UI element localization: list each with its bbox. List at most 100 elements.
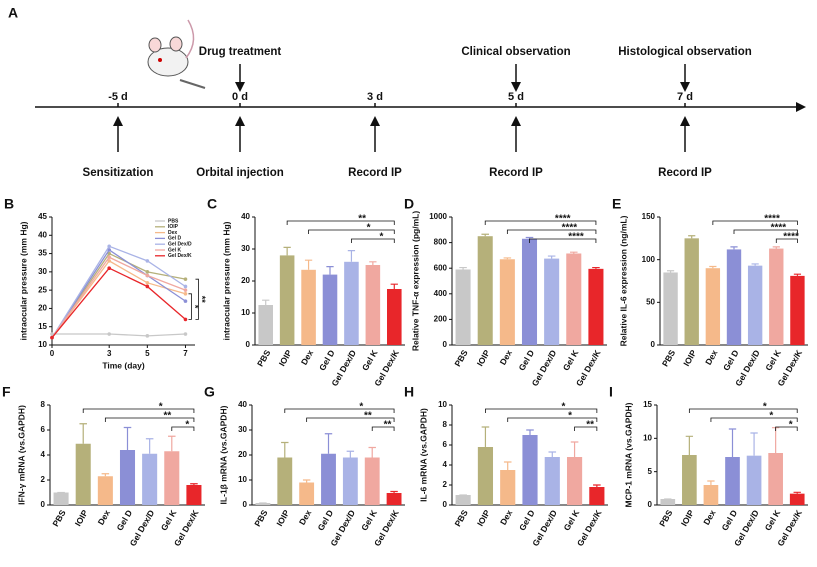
event-label: Orbital injection xyxy=(196,167,284,179)
legend-label: Dex xyxy=(168,230,177,236)
significance-bracket xyxy=(710,417,798,422)
down-arrowhead xyxy=(511,82,521,92)
bar xyxy=(477,447,494,505)
significance-bracket xyxy=(308,229,395,234)
bar xyxy=(342,457,358,505)
significance-label: * xyxy=(379,232,383,243)
y-axis-label: IL-1β mRNA (vs.GAPDH) xyxy=(218,405,228,504)
significance-bracket xyxy=(171,426,195,431)
x-tick-label: Dex xyxy=(297,508,314,527)
x-tick-label: PBS xyxy=(50,508,68,528)
bar xyxy=(455,269,471,345)
bar xyxy=(703,485,719,505)
significance-bracket xyxy=(712,220,798,225)
error-bar xyxy=(570,251,578,254)
y-tick-label: 30 xyxy=(238,425,247,434)
down-arrowhead xyxy=(235,82,245,92)
panel-label: C xyxy=(207,196,217,212)
significance-bracket xyxy=(507,417,598,422)
significance-label: * xyxy=(190,305,200,309)
data-point xyxy=(145,273,150,278)
bar xyxy=(499,259,515,345)
significance-label: * xyxy=(159,402,163,413)
y-axis-label: intraocular pressure (mm Hg) xyxy=(221,221,231,340)
significance-bracket xyxy=(574,426,598,431)
data-point xyxy=(145,270,150,274)
significance-bracket xyxy=(351,238,395,243)
timeline-arrowhead xyxy=(796,102,806,112)
bar xyxy=(365,265,381,345)
event-label: Sensitization xyxy=(83,167,154,179)
data-point xyxy=(145,334,150,338)
legend-label: Gel Dex/K xyxy=(168,253,192,259)
bar xyxy=(301,269,316,345)
error-bar xyxy=(772,246,780,249)
up-arrowhead xyxy=(113,116,123,126)
bar xyxy=(747,265,763,345)
significance-bracket xyxy=(104,417,195,422)
x-tick-label: 5 xyxy=(145,349,150,358)
x-tick-label: PBS xyxy=(252,508,270,528)
y-tick-label: 20 xyxy=(241,276,250,285)
bar xyxy=(589,487,605,505)
x-tick-label: PBS xyxy=(452,508,470,528)
significance-label: ** xyxy=(163,411,171,422)
error-bar xyxy=(503,257,512,260)
error-bar xyxy=(101,473,110,477)
significance-label: ** xyxy=(197,296,207,304)
error-bar xyxy=(304,259,313,270)
bar xyxy=(789,493,805,505)
y-tick-label: 4 xyxy=(41,450,46,459)
data-point xyxy=(107,266,111,271)
bar xyxy=(544,258,560,345)
significance-label: * xyxy=(763,402,767,413)
significance-bracket xyxy=(188,293,192,320)
y-tick-label: 0 xyxy=(41,500,46,509)
data-point xyxy=(107,259,111,263)
error-bar xyxy=(793,491,801,494)
data-point xyxy=(107,244,111,249)
y-tick-label: 5 xyxy=(648,467,653,476)
error-bar xyxy=(346,450,355,458)
data-point xyxy=(183,317,188,322)
y-tick-label: 15 xyxy=(38,322,47,331)
data-point xyxy=(145,259,150,263)
y-tick-label: 0 xyxy=(651,340,656,349)
y-tick-label: 30 xyxy=(241,244,250,253)
y-axis-label: MCP-1 mRNA (vs.GAPDH) xyxy=(623,402,633,507)
error-bar xyxy=(481,426,490,447)
day-label: 0 d xyxy=(232,91,248,103)
data-point xyxy=(50,332,54,336)
error-bar xyxy=(793,273,802,276)
y-axis-label: Relative IL-6 expression (ng/mL) xyxy=(618,215,628,346)
x-tick-label: Dex xyxy=(96,508,113,527)
significance-bracket xyxy=(306,417,395,422)
significance-bracket xyxy=(485,408,598,413)
x-tick-label: Gel D xyxy=(517,508,537,532)
significance-label: * xyxy=(185,420,189,431)
x-tick-label: Gel K xyxy=(360,347,380,372)
y-tick-label: 200 xyxy=(434,315,448,324)
panel-label: D xyxy=(404,196,414,212)
x-tick-label: Gel K xyxy=(359,507,379,532)
data-point xyxy=(107,332,111,336)
x-tick-label: Gel K xyxy=(561,347,581,372)
error-bar xyxy=(190,483,198,485)
error-bar xyxy=(326,266,334,275)
y-tick-label: 10 xyxy=(38,340,47,349)
x-tick-label: Gel D xyxy=(315,508,335,532)
x-tick-label: PBS xyxy=(452,348,470,368)
y-tick-label: 10 xyxy=(241,308,250,317)
x-tick-label: Dex xyxy=(701,508,718,527)
error-bar xyxy=(570,441,579,457)
data-point xyxy=(183,288,188,292)
x-tick-label: Gel K xyxy=(763,507,783,532)
x-tick-label: IOIP xyxy=(475,348,492,368)
panel-label: E xyxy=(612,196,621,212)
significance-label: * xyxy=(359,402,363,413)
y-tick-label: 45 xyxy=(38,212,47,221)
error-bar xyxy=(526,429,534,435)
error-bar xyxy=(390,490,398,493)
x-tick-label: Gel D xyxy=(516,348,536,372)
